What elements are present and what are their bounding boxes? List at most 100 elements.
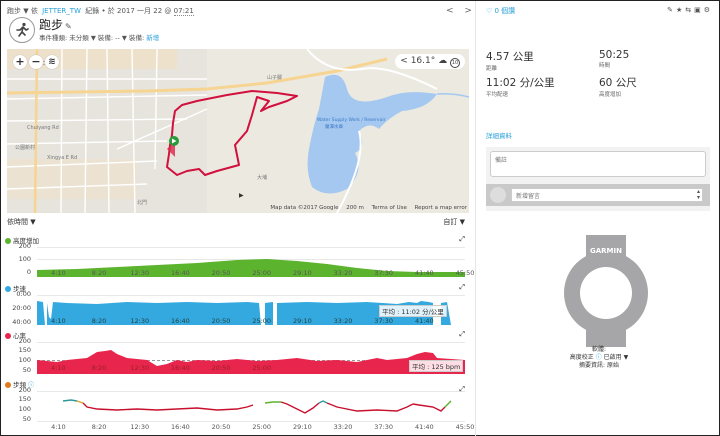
x-axis-select[interactable]: 依時間 ▼ <box>7 218 36 226</box>
pace-dot-icon <box>5 286 11 292</box>
wind-speed-icon: 10 <box>450 58 460 68</box>
gridline <box>37 391 465 392</box>
heart-rate-title: 心率 <box>13 332 26 340</box>
expand-chart-icon[interactable]: ⤢ <box>459 283 465 291</box>
stepper-icon[interactable]: ▴ ▾ <box>696 188 700 201</box>
lock-icon[interactable]: ▣ <box>694 6 704 14</box>
running-activity-icon <box>9 17 35 43</box>
breadcrumb-user-link[interactable]: JETTER_TW <box>42 7 81 15</box>
elevation-chart: 高度增加 200 100 0 4:10 8:20 12:30 16:40 20:50 25… <box>5 235 474 281</box>
activity-nav-arrows[interactable]: < > <box>446 6 476 16</box>
map-data-credit: Map data ©2017 Google <box>270 205 339 211</box>
gridline <box>37 247 465 248</box>
stat-distance: 4.57 公里 距離 <box>486 49 596 72</box>
elevation-title: 高度增加 <box>13 237 39 245</box>
notes-panel: 備註 新增留言 ▴ ▾ <box>486 147 710 211</box>
details-link[interactable]: 詳細資料 <box>486 132 512 140</box>
y-tick: 40:00 <box>12 318 31 326</box>
heart-rate-legend: 心率 <box>5 330 26 340</box>
y-tick: 200 <box>18 242 31 250</box>
star-icon[interactable]: ★ <box>675 6 686 14</box>
breadcrumb-time[interactable]: 07:21 <box>173 7 194 16</box>
gridline <box>37 295 465 296</box>
device-info: 軟體: 高度校正 ⓘ 已啟用 ▼ 摘要資訊: 原始 <box>476 346 720 370</box>
map-layers-button[interactable]: ≋ <box>45 55 59 69</box>
y-tick: 50 <box>22 415 31 423</box>
pace-legend: 步速 <box>5 283 26 293</box>
map-scale: 200 m <box>346 205 364 211</box>
like-button[interactable]: ♡ 0 個讚 <box>486 7 516 15</box>
heart-rate-dot-icon <box>5 333 11 339</box>
equipment-label: 裝備: <box>129 34 145 42</box>
svg-text:Water Supply Work / Reservoir: Water Supply Work / Reservoir <box>317 117 386 123</box>
breadcrumb-by: ▼ 依 <box>23 7 38 15</box>
weather-badge[interactable]: < 16.1° ☁ 10 <box>395 54 465 69</box>
cadence-dot-icon <box>5 382 11 388</box>
edit-title-pencil-icon[interactable]: ✎ <box>65 22 72 31</box>
stat-time: 50:25 時間 <box>599 49 709 69</box>
svg-text:蘭潭水庫: 蘭潭水庫 <box>325 123 343 130</box>
elevation-plot-area[interactable] <box>37 247 465 277</box>
map-playback-play-icon[interactable]: ▶ <box>239 192 244 199</box>
y-axis-select[interactable]: 自訂 ▼ <box>443 218 465 226</box>
stat-value: 50:25 <box>599 49 630 61</box>
svg-text:Xingya E Rd: Xingya E Rd <box>47 155 77 161</box>
weather-temp: < 16.1° <box>400 56 436 66</box>
title-text: 跑步 <box>39 18 64 32</box>
user-avatar <box>490 187 506 203</box>
elevation-legend: 高度增加 <box>5 235 39 245</box>
comment-bar: 新增留言 ▴ ▾ <box>486 184 710 206</box>
gear-select[interactable]: 裝備: -- ▼ <box>97 34 127 42</box>
svg-text:山子腳: 山子腳 <box>267 74 282 81</box>
y-tick: 150 <box>18 395 31 403</box>
gridline <box>37 259 465 260</box>
elevation-dot-icon <box>5 238 11 244</box>
pace-average-tag: 平均 : 11:02 分/公里 <box>379 305 447 317</box>
stat-label: 距離 <box>486 66 498 72</box>
gridline <box>37 421 465 422</box>
y-tick: 50 <box>22 366 31 374</box>
y-tick: 100 <box>18 356 31 364</box>
comment-placeholder: 新增留言 <box>516 193 541 200</box>
stat-label: 平均配速 <box>486 92 509 98</box>
share-icon[interactable]: ⇆ <box>685 6 695 14</box>
svg-text:公園新村: 公園新村 <box>15 144 35 151</box>
cadence-chart: 步頻 ⓘ 200 150 100 50 4:10 8:20 12:30 16:40 20… <box>5 379 474 431</box>
notes-textarea[interactable]: 備註 <box>490 151 706 177</box>
map-canvas: City 山子腳 Water Supply Work / Reservoir 蘭… <box>7 49 469 213</box>
left-column: 跑步 ▼ 依 JETTER_TW 紀錄 • 於 2017 一月 22 @ 07:… <box>5 1 474 436</box>
activity-title[interactable]: 跑步 ✎ <box>39 16 72 33</box>
cadence-plot-area[interactable] <box>37 391 465 421</box>
route-map[interactable]: City 山子腳 Water Supply Work / Reservoir 蘭… <box>7 49 469 213</box>
pace-chart: 步速 0:00 20:00 40:00 平均 : 11:02 分/公里 4:10… <box>5 283 471 329</box>
y-tick: 150 <box>18 346 31 354</box>
y-tick: 200 <box>18 337 31 345</box>
expand-chart-icon[interactable]: ⤢ <box>459 330 465 338</box>
pencil-icon[interactable]: ✎ <box>667 6 676 14</box>
garmin-watch-image: GARMIN <box>564 235 648 347</box>
pace-plot-area[interactable] <box>37 297 465 325</box>
map-report-link[interactable]: Report a map error <box>414 205 467 211</box>
map-zoom-out-button[interactable]: − <box>29 55 43 69</box>
event-type-select[interactable]: 事件種類: 未分類 ▼ <box>39 34 96 42</box>
info-icon[interactable]: ⓘ <box>595 354 602 361</box>
stat-label: 高度增加 <box>599 92 622 98</box>
map-zoom-in-button[interactable]: + <box>13 55 27 69</box>
expand-chart-icon[interactable]: ⤢ <box>459 235 465 243</box>
heart-rate-plot-area[interactable] <box>37 346 465 374</box>
svg-text:Chuiyang Rd: Chuiyang Rd <box>27 125 59 131</box>
breadcrumb-activity[interactable]: 跑步 <box>7 7 21 15</box>
stat-value: 4.57 公里 <box>486 51 534 63</box>
expand-chart-icon[interactable]: ⤢ <box>459 385 465 393</box>
elevation-correction-select[interactable]: 已啟用 ▼ <box>603 354 629 361</box>
stat-label: 時間 <box>599 63 611 69</box>
add-equipment-link[interactable]: 新增 <box>146 34 160 42</box>
comment-input[interactable]: 新增留言 ▴ ▾ <box>511 188 703 202</box>
help-icon[interactable]: ⓘ <box>28 382 35 389</box>
stat-value: 60 公尺 <box>599 77 637 89</box>
map-terms-link[interactable]: Terms of Use <box>371 205 407 211</box>
y-tick: 20:00 <box>12 304 31 312</box>
gear-icon[interactable]: ⚙ <box>703 6 713 14</box>
y-tick: 200 <box>18 386 31 394</box>
y-tick: 0:00 <box>16 290 31 298</box>
